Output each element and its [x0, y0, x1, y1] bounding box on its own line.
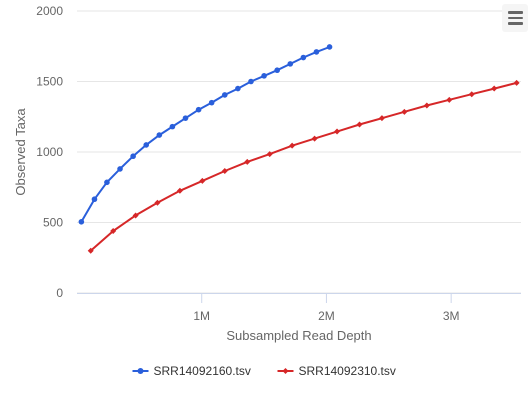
data-point[interactable] — [104, 179, 110, 186]
data-point[interactable] — [156, 132, 163, 138]
y-axis-title: Observed Taxa — [13, 108, 28, 196]
y-tick-label: 1500 — [36, 75, 63, 89]
data-point[interactable] — [117, 166, 123, 172]
data-point[interactable] — [235, 85, 241, 92]
series-2 — [87, 79, 520, 254]
data-point[interactable] — [326, 44, 333, 50]
data-point[interactable] — [182, 115, 189, 121]
data-point[interactable] — [132, 212, 139, 219]
legend-symbol — [137, 368, 144, 374]
x-tick-label: 1M — [193, 309, 210, 323]
data-point[interactable] — [110, 227, 117, 234]
data-point[interactable] — [78, 218, 85, 225]
data-point[interactable] — [513, 79, 520, 86]
data-point[interactable] — [401, 108, 408, 115]
data-point[interactable] — [176, 187, 183, 194]
data-point[interactable] — [266, 151, 273, 158]
data-point[interactable] — [208, 99, 215, 106]
legend-item[interactable]: SRR14092310.tsv — [277, 364, 396, 378]
data-point[interactable] — [491, 85, 498, 92]
data-point[interactable] — [248, 78, 254, 85]
y-tick-label: 2000 — [36, 4, 63, 18]
data-point[interactable] — [287, 61, 294, 67]
grid-lines — [77, 10, 521, 294]
data-point[interactable] — [289, 142, 296, 149]
axes: 0 500 1000 1500 2000 1M 2M 3M — [36, 4, 521, 323]
data-point[interactable] — [221, 92, 228, 98]
data-point[interactable] — [334, 128, 341, 135]
data-point[interactable] — [143, 142, 150, 148]
y-tick-label: 1000 — [36, 145, 63, 159]
data-point[interactable] — [199, 177, 206, 184]
chart-menu-button[interactable] — [502, 4, 528, 32]
x-tick-label: 3M — [443, 309, 460, 323]
series-line[interactable] — [90, 81, 517, 252]
x-tick-label: 2M — [318, 309, 335, 323]
series-1 — [78, 44, 333, 225]
data-point[interactable] — [313, 49, 320, 55]
hamburger-icon-bar — [507, 16, 523, 20]
data-point[interactable] — [91, 196, 98, 203]
legend-label: SRR14092310.tsv — [299, 364, 396, 378]
data-point[interactable] — [244, 158, 251, 165]
series-group — [78, 44, 520, 254]
x-axis-title: Subsampled Read Depth — [226, 328, 371, 343]
series-line[interactable] — [80, 46, 330, 223]
data-point[interactable] — [195, 106, 202, 113]
data-point[interactable] — [130, 153, 136, 160]
data-point[interactable] — [378, 115, 385, 122]
data-point[interactable] — [423, 102, 430, 109]
legend-symbol — [282, 368, 289, 374]
hamburger-icon-bar — [507, 22, 523, 25]
hamburger-icon — [507, 11, 523, 14]
data-point[interactable] — [274, 67, 280, 74]
data-point[interactable] — [311, 135, 318, 142]
y-tick-label: 500 — [43, 216, 63, 230]
data-point[interactable] — [468, 91, 475, 98]
data-point[interactable] — [261, 73, 267, 79]
legend-item[interactable]: SRR14092160.tsv — [132, 364, 251, 378]
data-point[interactable] — [300, 54, 307, 61]
data-point[interactable] — [154, 199, 161, 206]
y-tick-label: 0 — [56, 286, 63, 300]
legend-label: SRR14092160.tsv — [154, 364, 251, 378]
data-point[interactable] — [446, 96, 453, 103]
data-point[interactable] — [221, 168, 228, 175]
data-point[interactable] — [356, 121, 363, 128]
data-point[interactable] — [169, 123, 176, 130]
legend: SRR14092160.tsv SRR14092310.tsv — [132, 364, 396, 378]
data-point[interactable] — [87, 247, 94, 254]
